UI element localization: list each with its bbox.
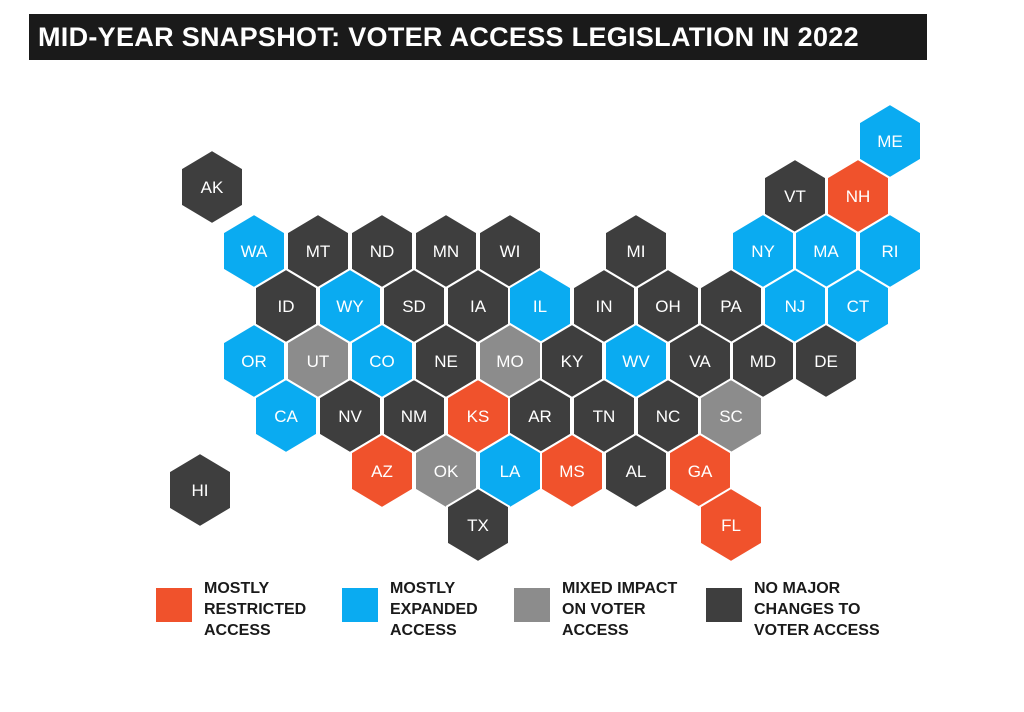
state-de: DE <box>794 322 858 400</box>
state-la: LA <box>478 432 542 510</box>
state-wa: WA <box>222 212 286 290</box>
state-label-nm: NM <box>401 407 427 426</box>
state-label-ri: RI <box>882 242 899 261</box>
legend-label-restricted: MOSTLY RESTRICTED ACCESS <box>204 580 307 639</box>
state-ma: MA <box>794 212 858 290</box>
state-label-ky: KY <box>561 352 584 371</box>
state-label-ar: AR <box>528 407 552 426</box>
state-label-md: MD <box>750 352 776 371</box>
state-label-ks: KS <box>467 407 490 426</box>
state-label-la: LA <box>500 462 521 481</box>
state-label-ga: GA <box>688 462 713 481</box>
state-label-nj: NJ <box>785 297 806 316</box>
state-tx: TX <box>446 486 510 564</box>
legend-label-expanded: MOSTLY EXPANDED ACCESS <box>390 580 478 639</box>
state-hex-hi <box>168 451 232 529</box>
state-label-al: AL <box>626 462 647 481</box>
state-label-vt: VT <box>784 187 806 206</box>
state-al: AL <box>604 432 668 510</box>
state-label-ut: UT <box>307 352 330 371</box>
state-ne: NE <box>414 322 478 400</box>
state-label-nh: NH <box>846 187 871 206</box>
state-sc: SC <box>699 377 763 455</box>
state-label-mi: MI <box>627 242 646 261</box>
state-label-ok: OK <box>434 462 459 481</box>
state-label-mt: MT <box>306 242 331 261</box>
state-ca: CA <box>254 377 318 455</box>
state-co: CO <box>350 322 414 400</box>
state-label-oh: OH <box>655 297 681 316</box>
state-label-il: IL <box>533 297 547 316</box>
state-label-fl: FL <box>721 516 741 535</box>
state-nv: NV <box>318 377 382 455</box>
state-hex-ca <box>254 377 318 455</box>
state-hex-al <box>604 432 668 510</box>
state-label-ct: CT <box>847 297 870 316</box>
state-label-tn: TN <box>593 407 616 426</box>
state-label-ne: NE <box>434 352 458 371</box>
state-label-id: ID <box>278 297 295 316</box>
state-label-wa: WA <box>241 242 268 261</box>
legend-swatch-none <box>706 588 742 622</box>
state-label-hi: HI <box>192 481 209 500</box>
state-label-or: OR <box>241 352 267 371</box>
state-label-ma: MA <box>813 242 839 261</box>
state-label-sc: SC <box>719 407 743 426</box>
state-hex-ak <box>180 148 244 226</box>
legend-label-none: NO MAJOR CHANGES TO VOTER ACCESS <box>754 580 880 639</box>
state-label-ca: CA <box>274 407 298 426</box>
state-label-co: CO <box>369 352 395 371</box>
state-label-de: DE <box>814 352 838 371</box>
state-label-pa: PA <box>720 297 742 316</box>
state-label-ms: MS <box>559 462 585 481</box>
state-nc: NC <box>636 377 700 455</box>
state-ak: AK <box>180 148 244 226</box>
state-label-va: VA <box>689 352 711 371</box>
state-id: ID <box>254 267 318 345</box>
state-label-nc: NC <box>656 407 681 426</box>
legend-swatch-expanded <box>342 588 378 622</box>
state-label-in: IN <box>596 297 613 316</box>
state-ms: MS <box>540 432 604 510</box>
state-label-ak: AK <box>201 178 224 197</box>
map-title: MID-YEAR SNAPSHOT: VOTER ACCESS LEGISLAT… <box>29 14 927 60</box>
state-label-mn: MN <box>433 242 459 261</box>
state-hex-fl <box>699 486 763 564</box>
state-or: OR <box>222 322 286 400</box>
state-in: IN <box>572 267 636 345</box>
state-mn: MN <box>414 212 478 290</box>
state-az: AZ <box>350 432 414 510</box>
legend-swatch-mixed <box>514 588 550 622</box>
state-label-nd: ND <box>370 242 395 261</box>
state-hex-tx <box>446 486 510 564</box>
state-label-wi: WI <box>500 242 521 261</box>
state-nh: NH <box>826 157 890 235</box>
state-label-ny: NY <box>751 242 775 261</box>
state-label-wy: WY <box>336 297 363 316</box>
state-label-az: AZ <box>371 462 393 481</box>
state-label-ia: IA <box>470 297 487 316</box>
legend-swatch-restricted <box>156 588 192 622</box>
state-hex-az <box>350 432 414 510</box>
state-mi: MI <box>604 212 668 290</box>
state-nd: ND <box>350 212 414 290</box>
state-label-wv: WV <box>622 352 650 371</box>
state-mt: MT <box>286 212 350 290</box>
state-fl: FL <box>699 486 763 564</box>
state-label-mo: MO <box>496 352 523 371</box>
legend-label-mixed: MIXED IMPACT ON VOTER ACCESS <box>562 580 678 639</box>
state-ga: GA <box>668 432 732 510</box>
state-hex-ms <box>540 432 604 510</box>
state-label-me: ME <box>877 132 903 151</box>
state-hex-de <box>794 322 858 400</box>
state-label-nv: NV <box>338 407 362 426</box>
state-label-sd: SD <box>402 297 426 316</box>
state-label-tx: TX <box>467 516 489 535</box>
state-hi: HI <box>168 451 232 529</box>
